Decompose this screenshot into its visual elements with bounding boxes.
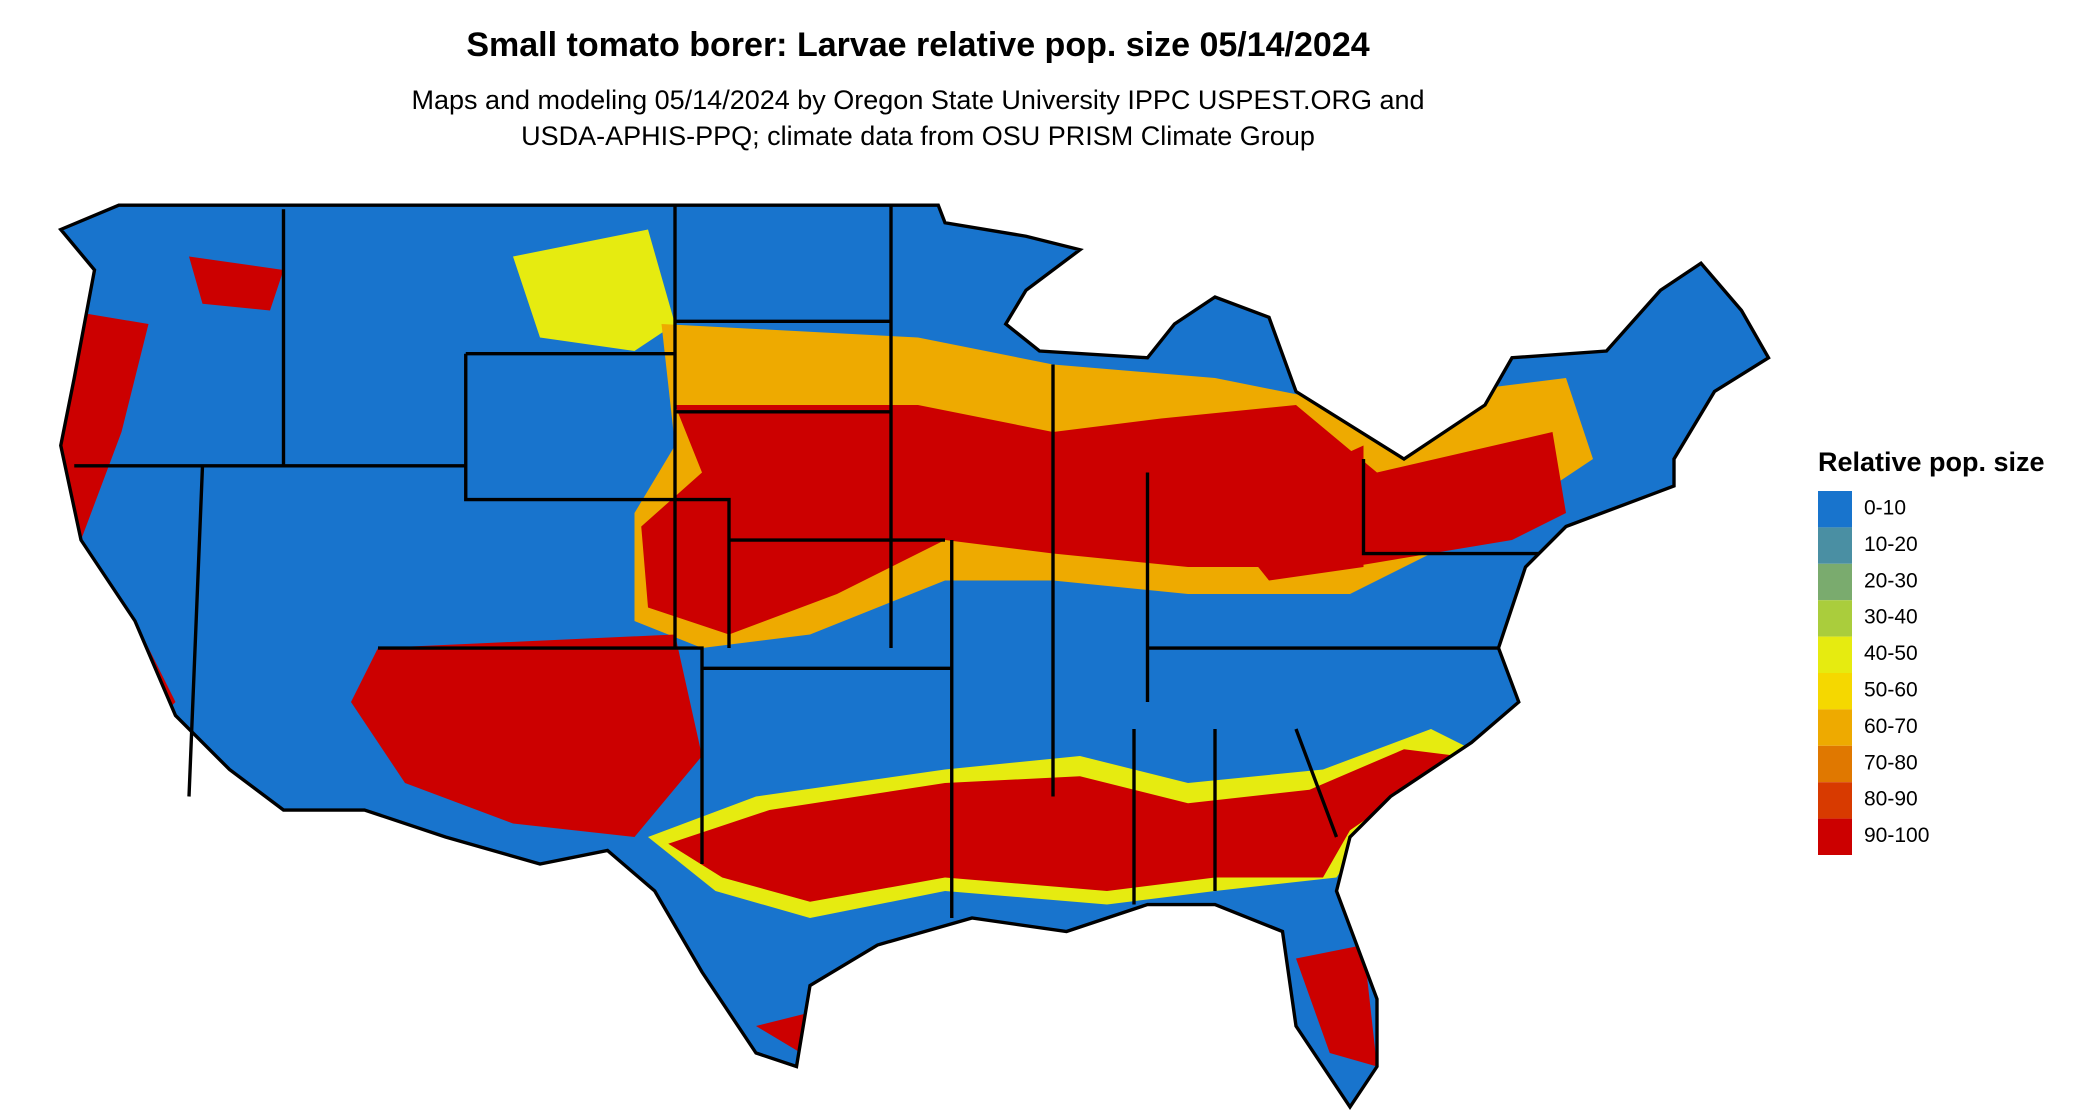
legend-label: 10-20 bbox=[1864, 533, 1918, 556]
legend-label: 60-70 bbox=[1864, 715, 1918, 738]
legend-swatch bbox=[1818, 600, 1852, 637]
legend-label: 30-40 bbox=[1864, 606, 1918, 629]
legend-swatch bbox=[1818, 709, 1852, 746]
legend-swatch bbox=[1818, 563, 1852, 601]
legend-label: 70-80 bbox=[1864, 751, 1918, 774]
legend-swatch bbox=[1818, 527, 1852, 564]
legend: 0-10 10-20 20-30 30-40 40-50 50-60 60-70 70-80 8… bbox=[1818, 491, 1929, 855]
legend-swatch bbox=[1818, 782, 1852, 819]
legend-label: 80-90 bbox=[1864, 788, 1918, 811]
legend-swatch bbox=[1818, 673, 1852, 710]
title: Small tomato borer: Larvae relative pop.… bbox=[466, 26, 1369, 64]
legend-swatch bbox=[1818, 818, 1852, 855]
legend-swatch bbox=[1818, 745, 1852, 783]
legend-title: Relative pop. size bbox=[1818, 447, 2045, 477]
legend-label: 50-60 bbox=[1864, 679, 1918, 702]
legend-label: 90-100 bbox=[1864, 824, 1929, 847]
legend-swatch bbox=[1818, 636, 1852, 673]
legend-label: 0-10 bbox=[1864, 497, 1906, 520]
subtitle-line: Maps and modeling 05/14/2024 by Oregon S… bbox=[411, 85, 1424, 115]
map bbox=[57, 203, 1771, 1111]
legend-label: 20-30 bbox=[1864, 569, 1918, 592]
legend-label: 40-50 bbox=[1864, 642, 1918, 665]
legend-swatch bbox=[1818, 491, 1852, 528]
subtitle-line: USDA-APHIS-PPQ; climate data from OSU PR… bbox=[521, 121, 1315, 151]
